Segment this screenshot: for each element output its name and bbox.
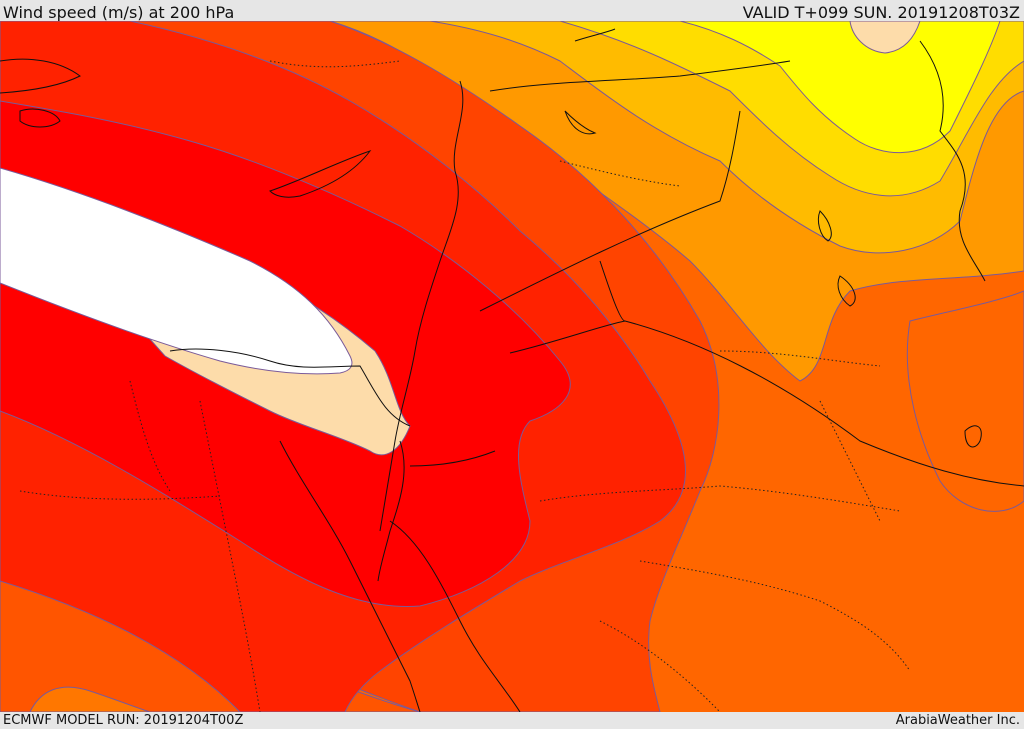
band-orange-corner xyxy=(29,686,151,712)
map-footer: ECMWF MODEL RUN: 20191204T00Z ArabiaWeat… xyxy=(0,712,1024,729)
brand-label: ArabiaWeather Inc. xyxy=(895,713,1020,728)
band-yellow xyxy=(679,21,1001,154)
map-header: Wind speed (m/s) at 200 hPa VALID T+099 … xyxy=(0,0,1024,22)
wind-speed-map xyxy=(0,21,1024,712)
band-light-spot xyxy=(849,21,921,54)
band-jet-core xyxy=(0,167,353,375)
internal-borders xyxy=(19,60,911,712)
model-run-label: ECMWF MODEL RUN: 20191204T00Z xyxy=(3,713,244,728)
coastlines xyxy=(0,28,1024,712)
band-orange-right xyxy=(906,290,1024,512)
valid-time-label: VALID T+099 SUN. 20191208T03Z xyxy=(742,3,1020,22)
map-title: Wind speed (m/s) at 200 hPa xyxy=(3,3,235,22)
